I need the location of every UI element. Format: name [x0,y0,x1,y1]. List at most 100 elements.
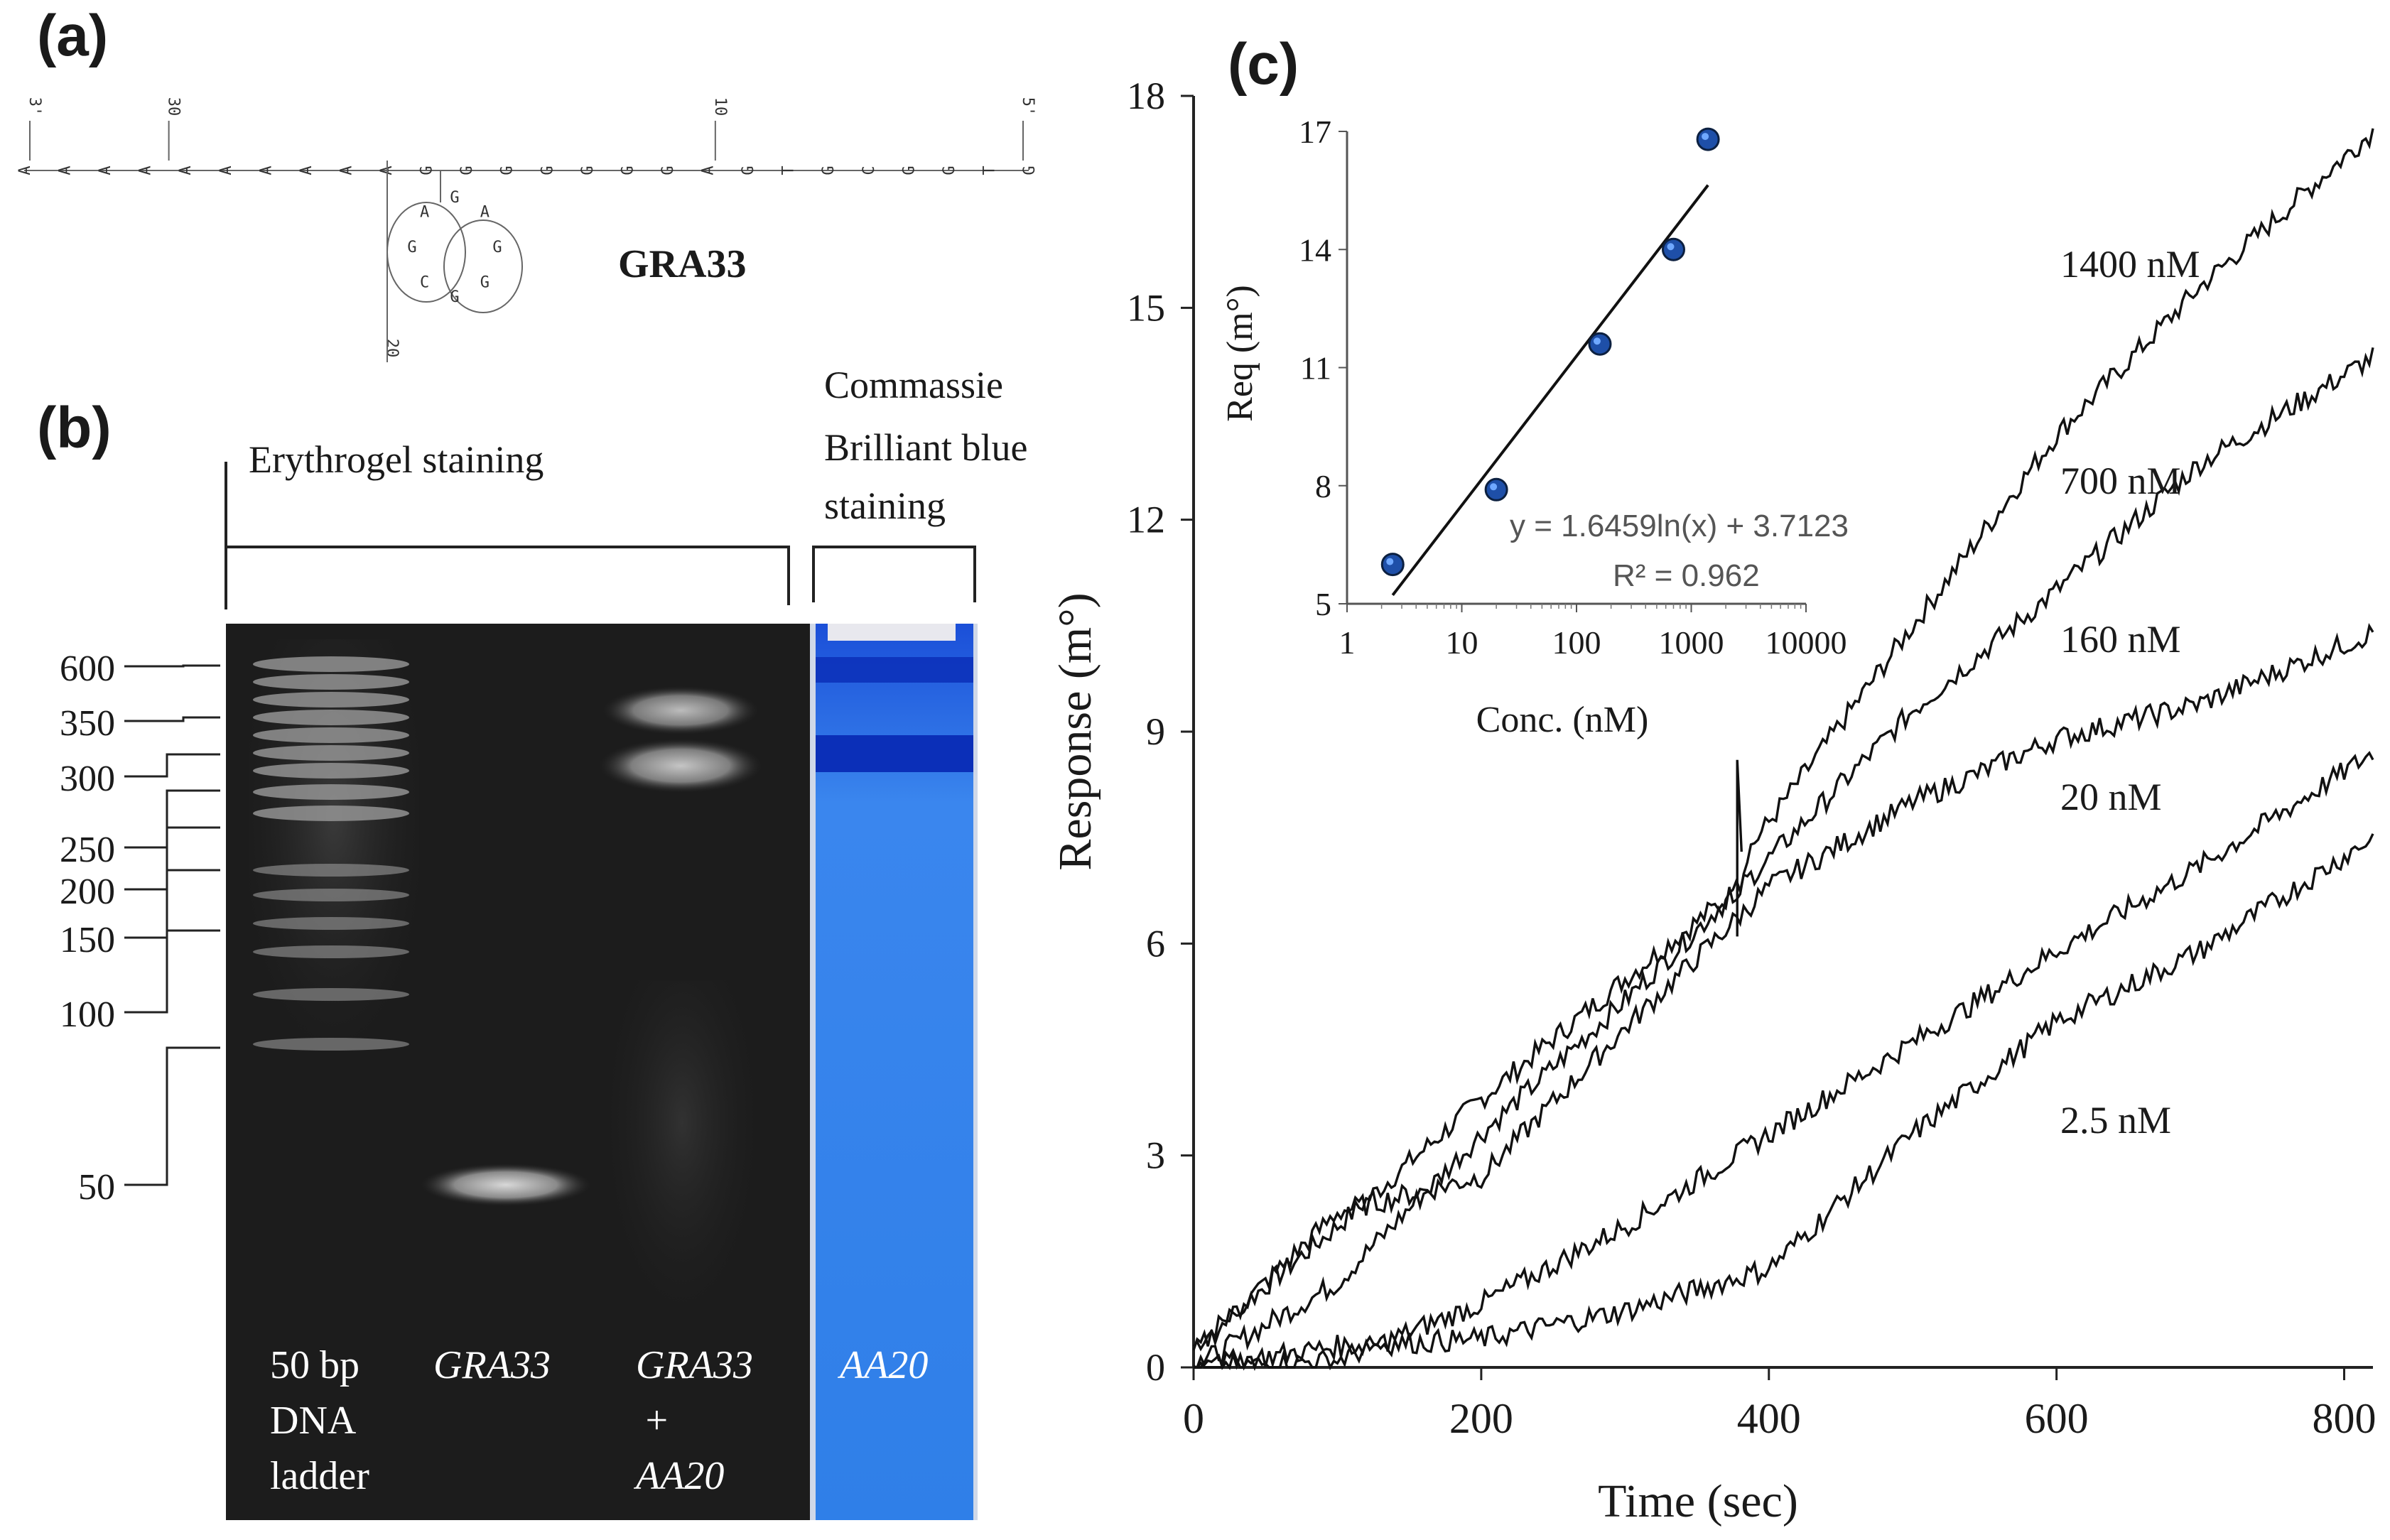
nucleotide: G [1021,166,1039,175]
loop-nucleotide: G [492,239,502,256]
ladder-band [253,692,409,707]
y-tick-label: 0 [1146,1346,1165,1389]
series-line [1194,347,2374,1369]
ladder-connector [124,1046,220,1186]
nucleotide: T [780,166,798,175]
coomassie-header-line2: Brilliant blue [824,426,1027,469]
ladder-connector [124,789,220,849]
ladder-bands [253,656,409,1051]
ladder-size-label: 300 [60,759,115,799]
position-mark: 10 [711,97,729,116]
series-line [1192,622,2374,1351]
inset-x-tick-label: 1000 [1659,624,1724,661]
ladder-size-label: 100 [60,994,115,1035]
data-point [1484,477,1508,501]
panel-a-label: (a) [37,4,108,68]
ladder-band [253,727,409,743]
ladder-size-label: 150 [60,920,115,960]
inset-y-axis-label: Req (m°) [1220,285,1260,422]
inset-y-tick-label: 5 [1315,586,1331,622]
series-line [1193,833,2374,1372]
gra33-title: GRA33 [618,242,746,286]
y-tick-label: 9 [1146,710,1165,753]
lane-label: AA20 [633,1454,724,1498]
series-label: 1400 nM [2060,243,2200,286]
complex-band-lower [599,739,762,793]
lane-label: GRA33 [636,1343,753,1387]
data-point [1661,237,1685,261]
position-mark: 3' [26,97,43,116]
ladder-band [253,864,409,877]
nucleotide: C [860,166,878,175]
series-label: 2.5 nM [2060,1099,2171,1142]
nucleotide: A [57,166,75,175]
inset-y-tick-label: 11 [1300,350,1331,386]
y-tick-label: 3 [1146,1134,1165,1177]
lane-label: 50 bp [270,1343,359,1387]
ladder-connector [124,929,220,1014]
fit-r-squared: R² = 0.962 [1613,558,1760,593]
position-mark: 30 [165,97,183,116]
fit-line [1391,184,1709,597]
nucleotide: G [458,166,476,175]
ladder-band [253,763,409,779]
coomassie-band-top [816,657,973,683]
inset-x-tick-label: 100 [1552,624,1601,661]
series-line [1193,751,2374,1371]
fit-equation: y = 1.6459ln(x) + 3.7123 [1510,509,1849,543]
x-axis-label: Time (sec) [1598,1475,1798,1527]
inset-y-tick-label: 14 [1299,232,1331,268]
nucleotide: G [820,166,838,175]
loop-nucleotide: A [480,204,490,222]
lane-label: DNA [270,1399,357,1443]
inset-y-tick-label: 8 [1315,468,1331,504]
nucleotide: G [900,166,918,175]
lane-label: + [643,1399,670,1443]
ladder-size-label: 50 [78,1167,115,1208]
x-tick-label: 200 [1449,1395,1513,1442]
coomassie-lane [816,624,973,1520]
position-mark: 20 [383,339,401,358]
ladder-band [253,988,409,1001]
erythrogel-header: Erythrogel staining [249,438,544,481]
ladder-band [253,745,409,761]
nucleotide: A [97,166,114,175]
inset-y-tick-label: 17 [1299,114,1331,150]
nucleotide: G [539,166,556,175]
y-tick-label: 6 [1146,922,1165,965]
inset-x-axis-label: Conc. (nM) [1476,700,1649,740]
ladder-size-label: 200 [60,872,115,912]
ladder-connector [124,869,220,939]
x-tick-label: 0 [1183,1395,1204,1442]
ladder-connector [124,753,220,778]
data-point-highlight [1386,558,1394,565]
gra33-band [421,1164,591,1206]
complex-smear-tail [611,980,753,1335]
ladder-connector [124,716,220,722]
ladder-band [253,656,409,672]
ladder-band [253,917,409,930]
coomassie-bracket [812,546,976,602]
lane-label: ladder [270,1454,369,1498]
nucleotide: A [217,166,235,175]
x-tick-label: 800 [2313,1395,2377,1442]
ladder-band [253,710,409,725]
data-point-highlight [1702,133,1709,141]
nucleotide: A [137,166,155,175]
gra33-secondary-structure: AAAAAAAAAAGGGGGGGAGTGCGGTGGGGCGAGA3'3010… [16,97,1039,362]
loop-nucleotide: G [407,239,416,256]
nucleotide: G [659,166,677,175]
ladder-size-label: 350 [60,703,115,744]
loop-nucleotide: C [420,273,429,291]
nucleotide: T [980,166,998,175]
series-spike [1736,759,1743,937]
series-line [1192,128,2374,1352]
nucleotide: G [941,166,958,175]
series-label: 700 nM [2060,460,2181,502]
ladder-band [253,674,409,690]
x-tick-label: 400 [1737,1395,1801,1442]
nucleotide: A [337,166,355,175]
y-tick-label: 12 [1127,499,1165,541]
